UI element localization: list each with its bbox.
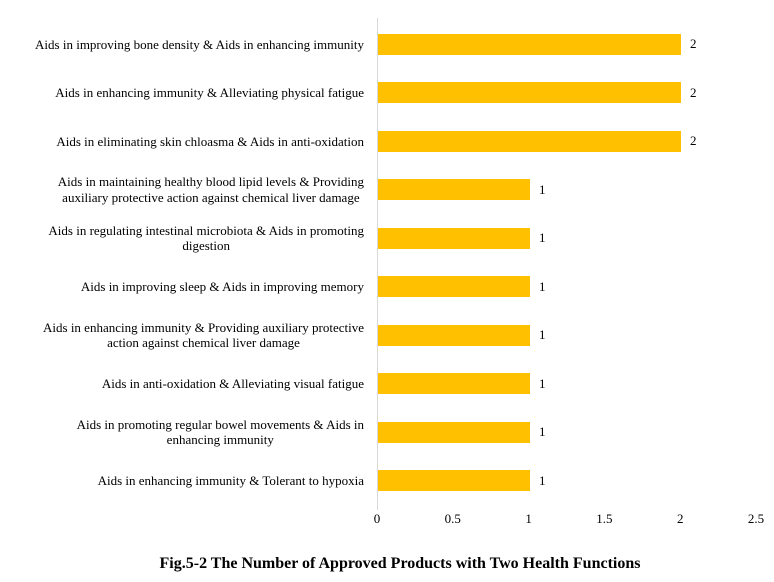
chart-row: Aids in enhancing immunity & Alleviating… (0, 69, 774, 118)
category-label-text: Aids in eliminating skin chloasma & Aids… (56, 133, 364, 149)
category-label: Aids in improving sleep & Aids in improv… (0, 279, 364, 295)
plot-cell: 1 (378, 470, 546, 492)
category-label-text: Aids in maintaining healthy blood lipid … (57, 174, 364, 205)
bar-chart: Aids in improving bone density & Aids in… (0, 18, 774, 529)
value-label: 2 (690, 84, 697, 100)
value-label: 1 (539, 181, 546, 197)
chart-row: Aids in maintaining healthy blood lipid … (0, 166, 774, 215)
x-axis: 0 0.5 1 1.5 2 2.5 (373, 511, 764, 529)
chart-row: Aids in improving bone density & Aids in… (0, 20, 774, 69)
category-label: Aids in enhancing immunity & Alleviating… (0, 85, 364, 101)
plot-cell: 2 (378, 33, 697, 55)
plot-cell: 1 (378, 179, 546, 201)
category-label-text: Aids in anti-oxidation & Alleviating vis… (101, 376, 364, 391)
figure-caption: Fig.5-2 The Number of Approved Products … (159, 555, 641, 572)
bar (378, 324, 530, 346)
category-label: Aids in enhancing immunity & Tolerant to… (0, 473, 364, 489)
category-label-text: Aids in enhancing immunity & Providing a… (43, 319, 364, 351)
chart-row: Aids in anti-oxidation & Alleviating vis… (0, 360, 774, 409)
category-label: Aids in eliminating skin chloasma & Aids… (0, 134, 364, 150)
chart-rows: Aids in improving bone density & Aids in… (0, 20, 774, 505)
bar (378, 227, 530, 249)
x-tick-label: 0.5 (444, 511, 461, 526)
category-label: Aids in maintaining healthy blood lipid … (0, 174, 364, 205)
bar (378, 82, 681, 104)
plot-cell: 1 (378, 276, 546, 298)
chart-row: Aids in promoting regular bowel movement… (0, 408, 774, 457)
plot-cell: 1 (378, 373, 546, 395)
value-label: 1 (539, 327, 546, 343)
bar (378, 33, 681, 55)
plot-cell: 1 (378, 324, 546, 346)
x-tick-label: 2.5 (747, 511, 765, 526)
chart-row: Aids in regulating intestinal microbiota… (0, 214, 774, 263)
x-tick-label: 2 (676, 511, 684, 526)
bar (378, 179, 530, 201)
category-label-text: Aids in regulating intestinal microbiota… (48, 222, 364, 254)
chart-row: Aids in improving sleep & Aids in improv… (0, 263, 774, 312)
bar (378, 130, 681, 152)
category-label-text: Aids in promoting regular bowel movement… (76, 416, 364, 448)
category-label: Aids in improving bone density & Aids in… (0, 37, 364, 53)
category-label-text: Aids in enhancing immunity & Alleviating… (55, 85, 364, 100)
category-label: Aids in promoting regular bowel movement… (0, 417, 364, 448)
value-label: 1 (539, 230, 546, 246)
category-label-text: Aids in enhancing immunity & Tolerant to… (97, 473, 364, 488)
x-tick-label: 0 (373, 511, 381, 526)
value-label: 1 (539, 424, 546, 440)
x-tick-label: 1.5 (596, 511, 613, 526)
plot-cell: 2 (378, 130, 697, 152)
bar (378, 373, 530, 395)
bar (378, 276, 530, 298)
chart-row: Aids in enhancing immunity & Providing a… (0, 311, 774, 360)
value-label: 1 (539, 278, 546, 294)
category-label: Aids in regulating intestinal microbiota… (0, 223, 364, 254)
plot-cell: 1 (378, 227, 546, 249)
bar (378, 421, 530, 443)
category-label-text: Aids in improving sleep & Aids in improv… (80, 279, 364, 294)
chart-row: Aids in eliminating skin chloasma & Aids… (0, 117, 774, 166)
value-label: 2 (690, 133, 697, 149)
category-label-text: Aids in improving bone density & Aids in… (35, 36, 364, 52)
chart-row: Aids in enhancing immunity & Tolerant to… (0, 457, 774, 506)
bar (378, 470, 530, 492)
value-label: 1 (539, 375, 546, 391)
category-label: Aids in anti-oxidation & Alleviating vis… (0, 376, 364, 392)
value-label: 1 (539, 472, 546, 488)
y-axis-line (377, 18, 378, 510)
x-tick-label: 1 (525, 511, 532, 526)
category-label: Aids in enhancing immunity & Providing a… (0, 320, 364, 351)
value-label: 2 (690, 36, 697, 52)
plot-cell: 2 (378, 82, 697, 104)
plot-cell: 1 (378, 421, 546, 443)
